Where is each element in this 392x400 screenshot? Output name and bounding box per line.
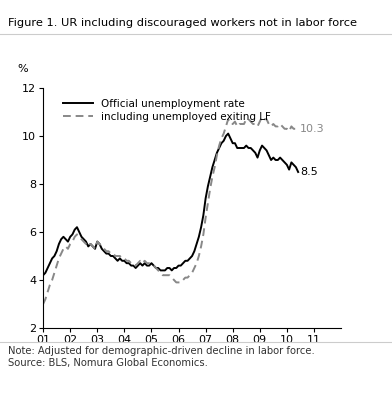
including unemployed exiting LF	[235, 124, 240, 129]
Official unemployment rate	[41, 273, 45, 278]
Official unemployment rate	[205, 184, 210, 189]
Text: %: %	[18, 64, 29, 74]
Official unemployment rate	[226, 131, 230, 136]
including unemployed exiting LF	[70, 239, 75, 244]
Official unemployment rate	[237, 146, 242, 150]
Text: Note: Adjusted for demographic-driven decline in labor force.
Source: BLS, Nomur: Note: Adjusted for demographic-driven de…	[8, 346, 315, 368]
including unemployed exiting LF	[205, 201, 210, 206]
Text: 8.5: 8.5	[300, 167, 318, 177]
including unemployed exiting LF	[113, 254, 118, 258]
Official unemployment rate	[296, 170, 301, 174]
including unemployed exiting LF	[260, 114, 264, 119]
Text: Figure 1. UR including discouraged workers not in labor force: Figure 1. UR including discouraged worke…	[8, 18, 357, 28]
Line: including unemployed exiting LF: including unemployed exiting LF	[43, 117, 298, 304]
including unemployed exiting LF	[140, 261, 145, 266]
Legend: Official unemployment rate, including unemployed exiting LF: Official unemployment rate, including un…	[60, 96, 274, 125]
including unemployed exiting LF	[41, 302, 45, 306]
including unemployed exiting LF	[111, 251, 115, 256]
Official unemployment rate	[70, 232, 75, 237]
Official unemployment rate	[113, 256, 118, 261]
Official unemployment rate	[111, 254, 115, 258]
Official unemployment rate	[140, 263, 145, 268]
including unemployed exiting LF	[296, 126, 301, 131]
Text: 10.3: 10.3	[300, 124, 325, 134]
Line: Official unemployment rate: Official unemployment rate	[43, 134, 298, 275]
